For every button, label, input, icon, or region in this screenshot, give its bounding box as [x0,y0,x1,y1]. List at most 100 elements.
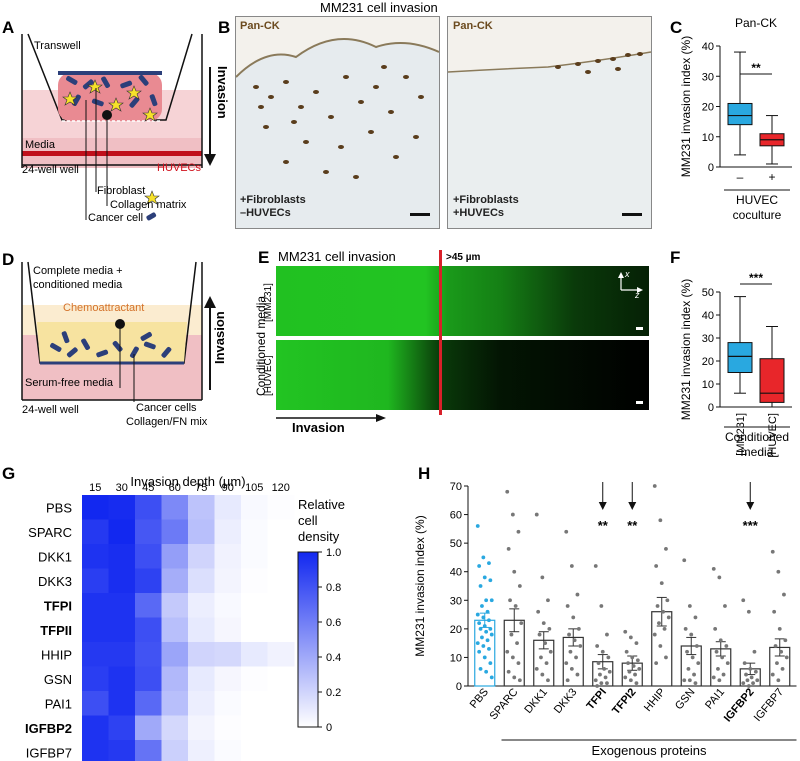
data-point [487,646,491,651]
data-point [481,644,486,648]
b-left-stain-label: Pan-CK [240,20,280,32]
data-point [540,672,545,677]
heatmap-cell [214,568,242,594]
heatmap-cell [135,568,162,594]
heatmap-cell [82,642,109,667]
heatmap-cell [135,544,162,569]
chart-h: 0 10 20 30 40 50 60 70 MM231 invasion index (%) P… [413,481,797,758]
panel-letter-f: F [670,248,681,267]
chemoattractant-label: Chemoattractant [63,302,145,314]
significance-label: ** [627,518,638,533]
heatmap-row-label: PAI1 [45,696,72,711]
data-point [690,655,695,660]
category-label: GSN [673,686,698,712]
data-point [755,678,760,683]
e-invasion-arrow [276,414,386,422]
data-point [477,564,482,568]
significance-label: ** [751,61,761,75]
x-axis-label: Exogenous proteins [592,743,707,758]
data-point [505,649,510,654]
data-point [741,681,746,686]
panel-letter-g: G [2,464,16,483]
heatmap-cell [214,666,242,692]
heatmap-cell [135,666,162,692]
y-axis-label: MM231 invasion index (%) [679,279,693,420]
data-point [634,681,639,686]
y-tick-label: 10 [702,379,714,391]
data-point [634,641,639,646]
data-point [776,678,781,683]
panel-d-schematic [21,261,203,402]
heatmap-cell [108,666,136,692]
data-point [775,661,779,666]
colorbar-tick-label: 0.4 [326,652,341,664]
data-point [721,672,726,677]
heatmap-row-label: DKK1 [38,549,72,564]
heatmap-cell [188,495,215,520]
data-point [687,604,692,608]
data-point [711,675,716,680]
y-tick-label: 50 [702,287,714,299]
data-point [720,655,725,660]
data-point [600,649,605,654]
category-label: + [768,170,775,184]
heatmap-cell [161,715,189,741]
cancer-label: Cancer cell [88,212,144,224]
data-point [575,672,580,677]
heatmap-cell [241,740,268,761]
data-point [742,661,747,666]
heatmap-cell [135,642,162,667]
data-point [623,675,628,680]
data-point [485,638,490,643]
data-point [519,621,524,626]
data-point [654,564,659,568]
chart-g: Invasion depth (µm) 15 30 45 60 75 90 105 120 PBS… [25,474,345,761]
media-label: Media [25,139,55,151]
data-point [596,661,601,666]
data-point [484,629,489,634]
heatmap-cell [214,691,242,716]
y-axis-label: MM231 invasion index (%) [413,515,427,656]
data-point [654,661,659,666]
data-point [665,598,670,603]
category-label: PBS [468,686,491,711]
data-point [626,661,630,666]
heatmap-cell [188,544,215,569]
y-tick-label: 0 [456,681,462,693]
y-tick-label: 40 [450,567,462,579]
b-left-scalebar [410,213,430,216]
heatmap-row-label: HHIP [41,647,72,662]
heatmap-cell [267,666,295,692]
colorbar [297,551,319,728]
y-tick-label: 0 [708,162,714,174]
axis-z-label: z [634,290,640,298]
data-point [487,618,491,623]
data-point [694,644,699,648]
data-point [752,649,757,654]
heatmap-col-label: 60 [169,482,181,494]
data-point [593,564,598,568]
panel-letter-d: D [2,250,15,269]
data-point [575,592,580,597]
e-row2-label: [HUVEC] [263,355,274,396]
heatmap-cell [267,740,295,761]
heatmap-cell [267,642,295,667]
heatmap-row-label: SPARC [28,525,72,540]
data-point [723,604,727,608]
heatmap-cell [267,544,295,569]
y-tick-label: 50 [450,538,462,550]
significance-arrow-head [598,502,607,510]
data-point [543,641,548,646]
data-point [711,566,716,571]
data-point [482,655,487,660]
data-point [777,626,782,631]
data-point [662,626,667,631]
data-point [475,612,480,617]
xz-axis-indicator: x z [618,269,643,298]
category-label: TFPI2 [610,686,638,717]
colorbar-label-line: density [298,529,340,544]
data-point [578,644,583,648]
heatmap-cell [161,691,189,716]
b-right-scalebar [622,213,642,216]
data-point [772,609,777,614]
